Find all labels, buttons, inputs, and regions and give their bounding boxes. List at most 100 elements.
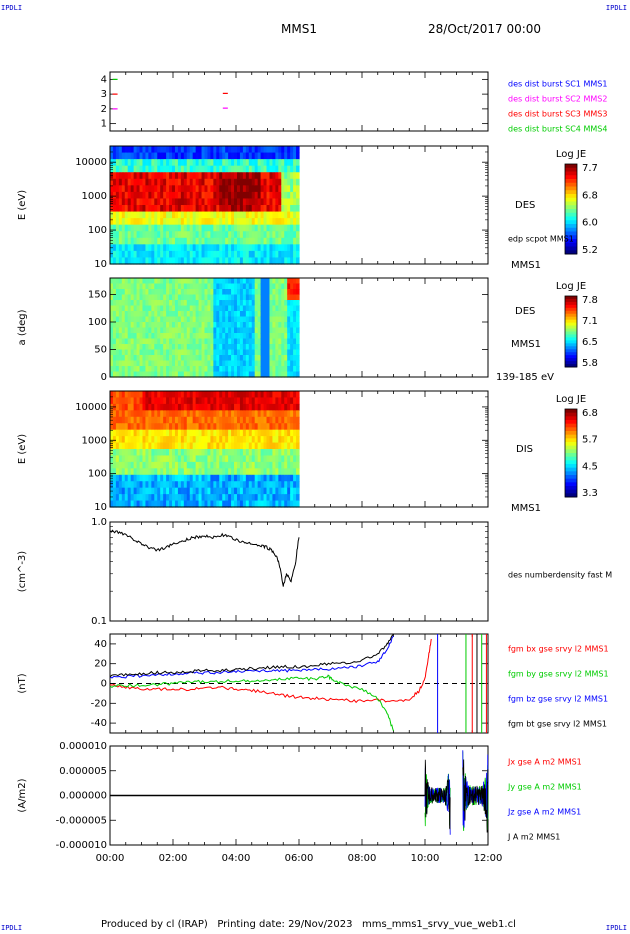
dis-energy-cell (284, 429, 288, 437)
dis-energy-cell (293, 474, 297, 482)
des-energy-cell (278, 159, 282, 167)
dis-energy-colorbar-tick-label: 4.5 (582, 461, 598, 472)
des-energy-cell (174, 205, 179, 213)
des-energy-cell (260, 224, 265, 232)
des-pitch-cell (160, 366, 164, 373)
des-pitch-cell (201, 366, 206, 373)
dis-energy-cell (269, 474, 274, 482)
dis-energy-cell (254, 500, 259, 508)
des-pitch-cell (296, 371, 300, 378)
dis-energy-cell (219, 423, 223, 431)
burst-y-tick-label: 3 (101, 89, 107, 100)
des-energy-cell (219, 231, 223, 239)
des-energy-cell (228, 250, 232, 259)
des-energy-cell (216, 257, 220, 265)
dis-energy-cell (198, 449, 203, 457)
des-energy-cell (248, 198, 253, 206)
des-pitch-cell (257, 371, 262, 378)
dis-energy-cell (127, 474, 132, 482)
des-energy-cell (118, 231, 123, 239)
des-pitch-cell (257, 366, 262, 373)
des-pitch-cell (110, 311, 114, 318)
des-energy-cell (272, 159, 276, 167)
des-energy-cell (269, 257, 274, 265)
dis-energy-colorbar-segment (565, 445, 577, 450)
des-pitch-cell (231, 300, 235, 307)
des-energy-cell (272, 231, 276, 239)
des-pitch-cell (245, 371, 250, 378)
dis-energy-cell (172, 423, 176, 431)
des-energy-cell (242, 250, 247, 259)
des-energy-cell (154, 231, 158, 239)
dis-energy-cell (189, 391, 194, 399)
des-energy-cell (231, 224, 235, 232)
dis-energy-cell (210, 442, 214, 450)
dis-energy-cell (133, 436, 138, 444)
des-pitch-cell (296, 289, 300, 296)
des-energy-cell (210, 191, 214, 200)
des-pitch-cell (166, 300, 170, 307)
dis-energy-cell (121, 461, 126, 469)
dis-energy-cell (121, 410, 126, 418)
des-energy-colorbar-segment (565, 212, 577, 217)
des-pitch-cell (207, 322, 212, 329)
dis-energy-cell (139, 442, 144, 450)
des-pitch-cell (293, 355, 297, 362)
dis-energy-cell (201, 442, 206, 450)
des-pitch-cell (251, 366, 256, 373)
des-pitch-cell (257, 278, 262, 285)
des-energy-cell (157, 198, 161, 206)
dis-energy-cell (186, 494, 191, 502)
des-pitch-cell (166, 322, 170, 329)
dis-energy-cell (112, 449, 117, 457)
des-pitch-cell (174, 360, 179, 367)
des-energy-cell (160, 159, 164, 167)
dis-energy-colorbar-segment (565, 449, 577, 454)
des-energy-cell (198, 237, 203, 245)
dis-energy-cell (198, 474, 203, 482)
dis-energy-cell (266, 410, 271, 418)
dis-energy-cell (174, 429, 179, 437)
dis-energy-cell (127, 403, 132, 411)
des-pitch-cell (183, 322, 188, 329)
des-pitch-cell (174, 289, 179, 296)
dis-energy-cell (133, 391, 138, 399)
des-pitch-cell (239, 316, 244, 323)
des-pitch-cell (115, 371, 120, 378)
dis-energy-cell (142, 436, 147, 444)
dis-energy-colorbar-segment (565, 434, 577, 439)
des-pitch-cell (236, 344, 241, 351)
dis-energy-cell (266, 429, 271, 437)
des-energy-cell (174, 224, 179, 232)
des-pitch-cell (118, 344, 123, 351)
des-pitch-cell (260, 344, 265, 351)
dis-energy-cell (239, 403, 244, 411)
dis-energy-cell (145, 391, 149, 399)
dis-energy-cell (275, 429, 279, 437)
dis-energy-cell (239, 423, 244, 431)
dis-energy-cell (263, 474, 268, 482)
des-energy-cell (148, 250, 152, 259)
dis-energy-cell (169, 442, 173, 450)
des-pitch-cell (239, 283, 244, 290)
des-energy-cell (236, 224, 241, 232)
des-pitch-cell (133, 300, 138, 307)
dis-energy-cell (225, 436, 229, 444)
dis-energy-cell (239, 481, 244, 489)
des-energy-cell (118, 178, 123, 186)
des-energy-cell (260, 191, 265, 200)
des-energy-cell (160, 257, 164, 265)
des-energy-cell (160, 146, 164, 154)
dis-energy-cell (263, 410, 268, 418)
dis-energy-cell (236, 494, 241, 502)
des-pitch-cell (216, 289, 220, 296)
des-pitch-cell (254, 278, 259, 285)
dis-energy-cell (118, 429, 123, 437)
des-energy-cell (186, 172, 191, 180)
des-energy-cell (151, 205, 155, 213)
des-pitch-cell (174, 294, 179, 301)
dis-energy-cell (136, 416, 141, 424)
des-pitch-cell (272, 366, 276, 373)
dis-energy-cell (110, 461, 114, 469)
des-energy-cell (163, 257, 167, 265)
